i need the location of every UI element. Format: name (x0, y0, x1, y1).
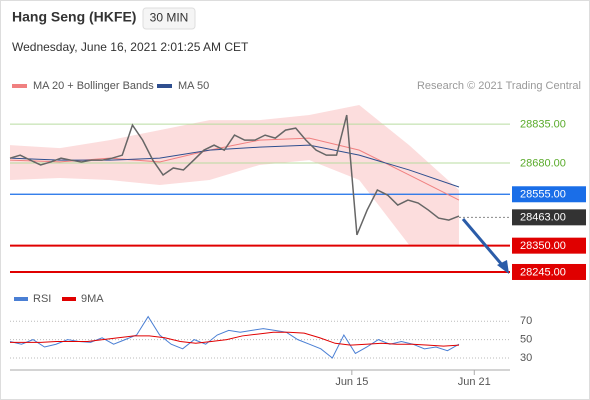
y-tick-label: 30 (520, 352, 532, 364)
forecast-arrowhead (497, 260, 509, 274)
price-line (9, 114, 460, 236)
y-tick-label: 50 (520, 334, 532, 346)
level-label: 28835.00 (520, 118, 566, 130)
timeframe: 30 MIN (150, 11, 189, 25)
legend-swatch (12, 84, 27, 88)
level-box (512, 186, 586, 203)
y-tick-label: 70 (520, 315, 532, 327)
level-label: 28463.00 (520, 212, 566, 224)
indicator-line (10, 331, 460, 347)
title: Hang Seng (HKFE) (12, 9, 136, 25)
level-box (512, 263, 586, 280)
level-box (512, 237, 586, 254)
x-tick-label: Jun 15 (335, 376, 368, 388)
legend-swatch (14, 297, 28, 301)
legend-label: RSI (33, 293, 51, 305)
level-label: 28350.00 (520, 240, 566, 252)
legend-swatch (157, 84, 172, 88)
forecast-arrow (461, 218, 505, 267)
source: Research © 2021 Trading Central (417, 80, 581, 92)
date: Wednesday, June 16, 2021 2:01:25 AM CET (12, 40, 249, 54)
level-box (512, 209, 586, 226)
legend-label: MA 50 (178, 80, 209, 92)
level-label: 28555.00 (520, 189, 566, 201)
timeframe-box (142, 7, 196, 30)
bollinger-band (10, 105, 459, 245)
x-tick-label: Jun 21 (458, 376, 491, 388)
level-label: 28245.00 (520, 266, 566, 278)
ma-line (9, 144, 460, 188)
legend-label: MA 20 + Bollinger Bands (33, 80, 154, 92)
legend-swatch (62, 297, 76, 301)
level-label: 28680.00 (520, 157, 566, 169)
legend-label: 9MA (81, 293, 104, 305)
